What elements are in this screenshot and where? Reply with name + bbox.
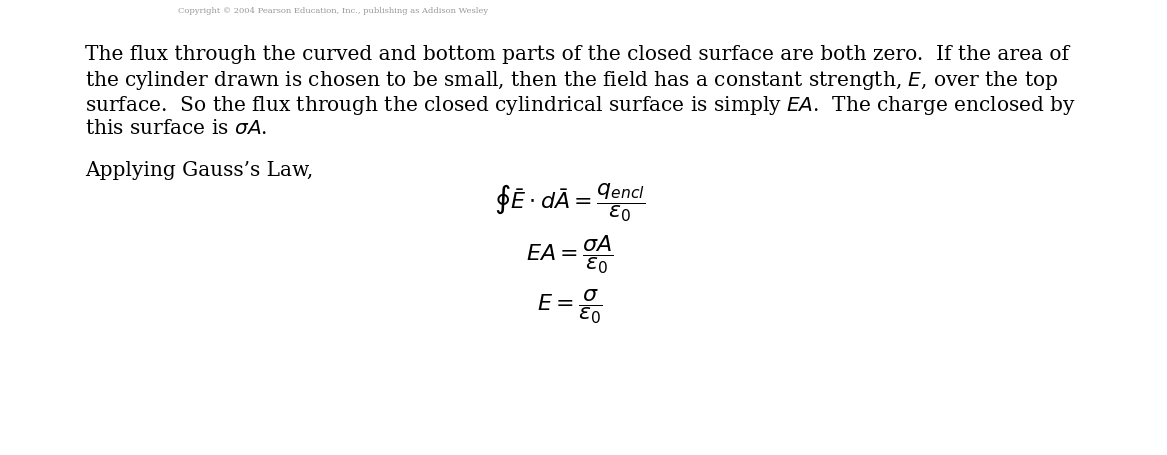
Text: The flux through the curved and bottom parts of the closed surface are both zero: The flux through the curved and bottom p… (85, 45, 1069, 64)
Text: $E = \dfrac{\sigma}{\varepsilon_0}$: $E = \dfrac{\sigma}{\varepsilon_0}$ (537, 288, 603, 326)
Text: Copyright © 2004 Pearson Education, Inc., publishing as Addison Wesley: Copyright © 2004 Pearson Education, Inc.… (177, 7, 488, 15)
Text: Applying Gauss’s Law,: Applying Gauss’s Law, (85, 161, 313, 180)
Text: the cylinder drawn is chosen to be small, then the field has a constant strength: the cylinder drawn is chosen to be small… (85, 70, 1058, 92)
Text: surface.  So the flux through the closed cylindrical surface is simply $EA$.  Th: surface. So the flux through the closed … (85, 94, 1076, 117)
Text: $\oint \bar{E} \cdot d\bar{A} = \dfrac{q_{encl}}{\varepsilon_0}$: $\oint \bar{E} \cdot d\bar{A} = \dfrac{q… (494, 182, 647, 224)
Text: this surface is $\sigma A$.: this surface is $\sigma A$. (85, 118, 267, 137)
Text: $EA = \dfrac{\sigma A}{\varepsilon_0}$: $EA = \dfrac{\sigma A}{\varepsilon_0}$ (526, 234, 614, 276)
